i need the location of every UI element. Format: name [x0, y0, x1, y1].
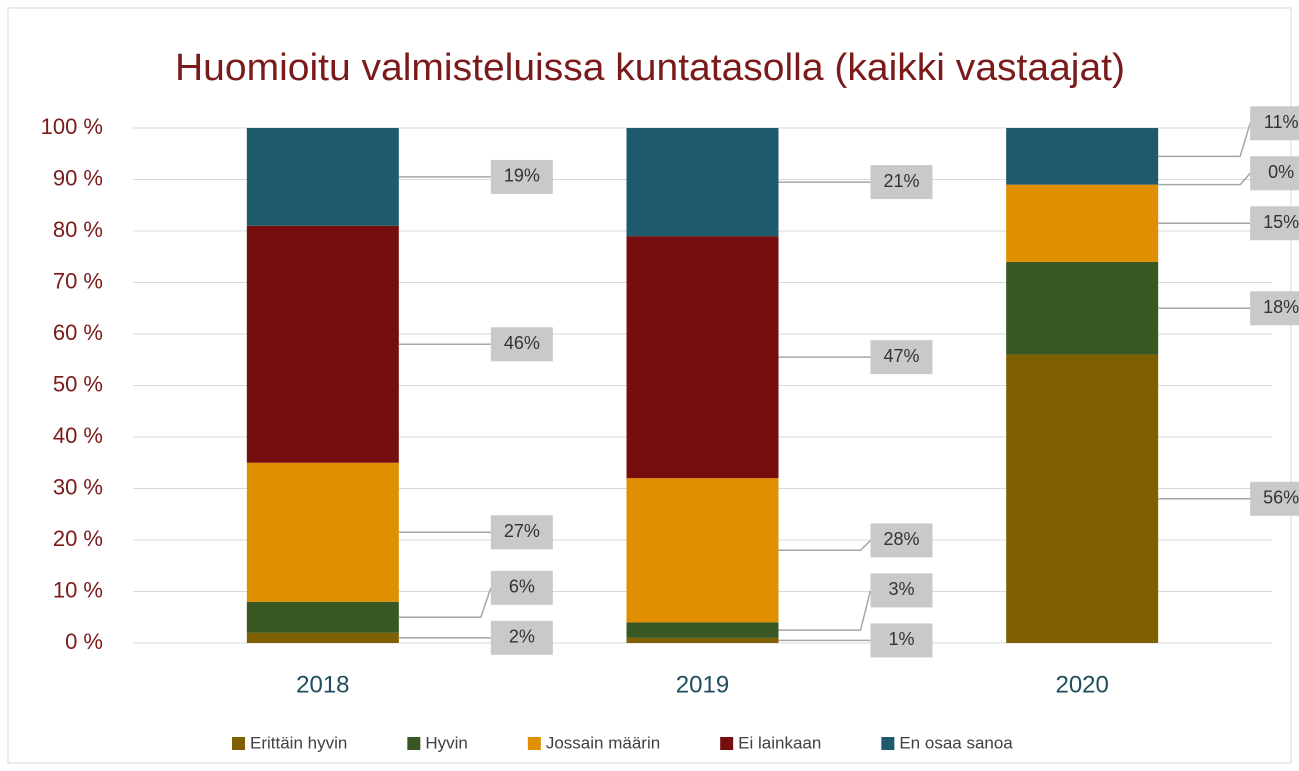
x-tick-label: 2020	[1055, 671, 1108, 698]
leader-line	[398, 587, 492, 618]
chart-title: Huomioitu valmisteluissa kuntatasolla (k…	[175, 47, 1125, 89]
y-tick-label: 90 %	[53, 165, 103, 190]
label-box	[1250, 156, 1299, 191]
bar-segment	[1006, 354, 1159, 643]
bar-segment	[626, 637, 779, 643]
label-box	[490, 515, 553, 550]
data-label: 0%	[1268, 162, 1294, 182]
label-box	[490, 327, 553, 362]
bar-segment	[246, 462, 399, 602]
label-box	[870, 340, 933, 375]
data-label: 6%	[509, 577, 535, 597]
y-tick-label: 60 %	[53, 320, 103, 345]
label-box	[870, 523, 933, 558]
y-tick-label: 30 %	[53, 474, 103, 499]
y-tick-label: 70 %	[53, 268, 103, 293]
legend-label: Erittäin hyvin	[250, 733, 347, 752]
leader-line	[1158, 123, 1251, 158]
y-tick-label: 50 %	[53, 371, 103, 396]
data-label: 19%	[504, 166, 540, 186]
data-label: 47%	[883, 346, 919, 366]
bar-segment	[1006, 261, 1159, 355]
legend-swatch	[527, 737, 541, 750]
data-label: 21%	[883, 171, 919, 191]
leader-line	[1158, 172, 1251, 186]
legend-label: Ei lainkaan	[738, 733, 821, 752]
x-tick-label: 2019	[676, 671, 729, 698]
bar-segment	[626, 622, 779, 638]
data-label: 15%	[1263, 212, 1299, 232]
legend-swatch	[232, 737, 245, 750]
label-box	[1250, 106, 1299, 141]
label-box	[870, 573, 933, 608]
legend-swatch	[881, 737, 895, 750]
y-tick-label: 100 %	[41, 114, 103, 139]
y-tick-label: 10 %	[53, 577, 103, 602]
bar-segment	[246, 225, 399, 463]
label-box	[490, 620, 553, 655]
bar-segment	[626, 128, 779, 237]
legend-swatch	[720, 737, 734, 750]
data-label: 11%	[1264, 112, 1299, 132]
x-tick-label: 2018	[296, 671, 349, 698]
label-box	[1250, 291, 1299, 326]
legend-label: Hyvin	[425, 733, 468, 752]
data-label: 18%	[1263, 297, 1299, 317]
bar-segment	[1006, 184, 1159, 262]
data-label: 46%	[504, 333, 540, 353]
data-label: 2%	[509, 627, 535, 647]
y-tick-label: 80 %	[53, 217, 103, 242]
data-label: 1%	[888, 629, 914, 649]
label-box	[870, 165, 933, 200]
legend-label: Jossain määrin	[546, 733, 660, 752]
y-tick-label: 20 %	[53, 526, 103, 551]
label-box	[1250, 481, 1299, 516]
y-tick-label: 40 %	[53, 423, 103, 448]
bar-segment	[1006, 128, 1159, 185]
label-box	[490, 159, 553, 194]
label-box	[870, 623, 933, 658]
label-box	[1250, 206, 1299, 241]
bar-segment	[626, 478, 779, 623]
y-tick-label: 0 %	[65, 629, 103, 654]
bar-segment	[246, 601, 399, 633]
bar-segment	[626, 236, 779, 479]
data-label: 27%	[504, 521, 540, 541]
legend-label: En osaa sanoa	[899, 733, 1013, 752]
data-label: 56%	[1263, 488, 1299, 508]
bar-segment	[246, 632, 399, 643]
leader-line	[778, 539, 872, 552]
leader-line	[778, 590, 872, 631]
legend-swatch	[407, 737, 421, 750]
data-label: 3%	[888, 579, 914, 599]
label-box	[490, 570, 553, 605]
data-label: 28%	[883, 529, 919, 549]
bar-segment	[246, 128, 399, 226]
